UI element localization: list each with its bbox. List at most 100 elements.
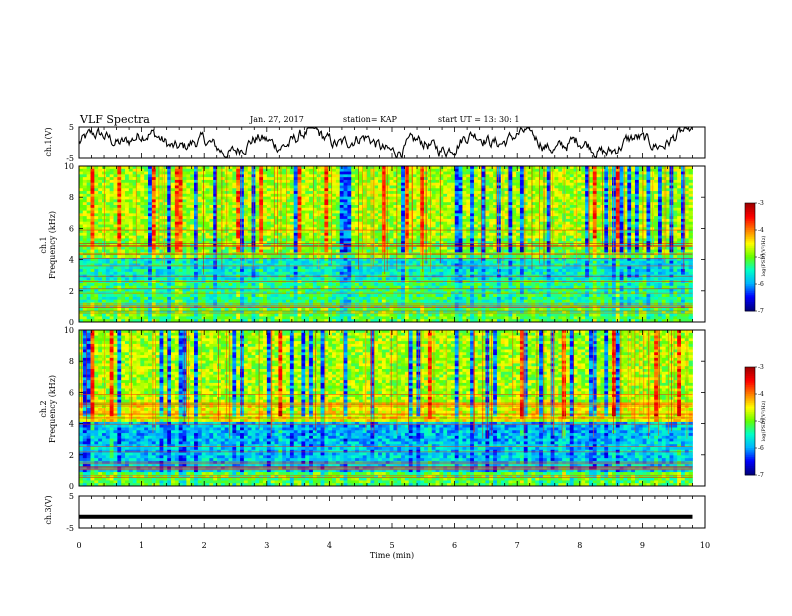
spectrogram-cell [290, 174, 294, 177]
spectrogram-cell [520, 238, 524, 241]
spectrogram-cell [543, 202, 547, 205]
spectrogram-cell [593, 188, 597, 191]
spectrogram-cell [232, 230, 236, 233]
spectrogram-cell [416, 188, 420, 191]
spectrogram-cell [432, 208, 436, 211]
spectrogram-cell [386, 174, 390, 177]
spectrogram-cell [171, 194, 175, 197]
spectrogram-cell [186, 197, 190, 200]
spectrogram-cell [577, 172, 581, 175]
spectrogram-cell [148, 211, 152, 214]
spectrogram-cell [485, 213, 489, 216]
spectrogram-cell [485, 241, 489, 244]
spectrogram-cell [282, 199, 286, 202]
spectrogram-cell [171, 233, 175, 236]
spectrogram-cell [294, 169, 298, 172]
spectrogram-cell [140, 238, 144, 241]
spectrogram-cell [347, 172, 351, 175]
spectrogram-cell [332, 247, 336, 250]
spectrogram-cell [589, 199, 593, 202]
spectrogram-cell [278, 199, 282, 202]
spectrogram-cell [666, 241, 670, 244]
spectrogram-cell [528, 208, 532, 211]
spectrogram-cell [673, 230, 677, 233]
spectrogram-cell [148, 180, 152, 183]
spectrogram-cell [202, 174, 206, 177]
spectrogram-cell [508, 222, 512, 225]
spectrogram-cell [508, 208, 512, 211]
spectrogram-cell [558, 213, 562, 216]
spectrogram-cell [436, 174, 440, 177]
spectrogram-cell [340, 233, 344, 236]
spectrogram-cell [263, 216, 267, 219]
spectrogram-cell [301, 211, 305, 214]
spectrogram-cell [252, 250, 256, 253]
spectrogram-cell [581, 172, 585, 175]
spectrogram-cell [248, 194, 252, 197]
spectrogram-cell [639, 172, 643, 175]
spectrogram-cell [240, 191, 244, 194]
spectrogram-cell [79, 183, 83, 186]
spectrogram-cell [163, 225, 167, 228]
spectrogram-cell [79, 238, 83, 241]
spectrogram-cell [443, 236, 447, 239]
spectrogram-cell [654, 236, 658, 239]
spectrogram-cell [570, 191, 574, 194]
spectrogram-cell [156, 241, 160, 244]
spectrogram-cell [654, 241, 658, 244]
spectrogram-cell [114, 225, 118, 228]
spectrogram-cell [466, 222, 470, 225]
spectrogram-cell [639, 230, 643, 233]
spectrogram-cell [416, 225, 420, 228]
spectrogram-cell [263, 225, 267, 228]
spectrogram-cell [209, 191, 213, 194]
spectrogram-cell [275, 188, 279, 191]
spectrogram-cell [217, 219, 221, 222]
spectrogram-cell [432, 222, 436, 225]
spectrogram-cell [673, 177, 677, 180]
spectrogram-cell [202, 172, 206, 175]
spectrogram-cell [570, 177, 574, 180]
spectrogram-cell [535, 202, 539, 205]
spectrogram-cell [324, 188, 328, 191]
spectrogram-cell [267, 238, 271, 241]
spectrogram-cell [593, 177, 597, 180]
spectrogram-cell [221, 199, 225, 202]
spectrogram-cell [301, 219, 305, 222]
spectrogram-cell [581, 205, 585, 208]
spectrogram-cell [539, 222, 543, 225]
spectrogram-cell [198, 219, 202, 222]
spectrogram-cell [198, 199, 202, 202]
spectrogram-cell [428, 213, 432, 216]
spectrogram-cell [248, 222, 252, 225]
spectrogram-cell [577, 238, 581, 241]
spectrogram-cell [489, 211, 493, 214]
spectrogram-cell [524, 199, 528, 202]
spectrogram-cell [175, 247, 179, 250]
spectrogram-cell [493, 188, 497, 191]
spectrogram-cell [240, 230, 244, 233]
spectrogram-cell [144, 236, 148, 239]
spectrogram-cell [524, 208, 528, 211]
spectrogram-cell [390, 216, 394, 219]
spectrogram-cell [156, 205, 160, 208]
spectrogram-cell [263, 230, 267, 233]
spectrogram-cell [152, 236, 156, 239]
spectrogram-cell [593, 222, 597, 225]
spectrogram-cell [259, 191, 263, 194]
spectrogram-cell [554, 216, 558, 219]
spectrogram-cell [681, 205, 685, 208]
spectrogram-cell [206, 191, 210, 194]
spectrogram-cell [528, 197, 532, 200]
spectrogram-cell [175, 177, 179, 180]
spectrogram-cell [160, 172, 164, 175]
spectrogram-cell [627, 183, 631, 186]
spectrogram-cell [229, 238, 233, 241]
spectrogram-cell [658, 241, 662, 244]
spectrogram-cell [654, 169, 658, 172]
spectrogram-cell [558, 238, 562, 241]
spectrogram-cell [520, 199, 524, 202]
spectrogram-cell [98, 213, 102, 216]
spectrogram-cell [466, 219, 470, 222]
spectrogram-cell [91, 180, 95, 183]
